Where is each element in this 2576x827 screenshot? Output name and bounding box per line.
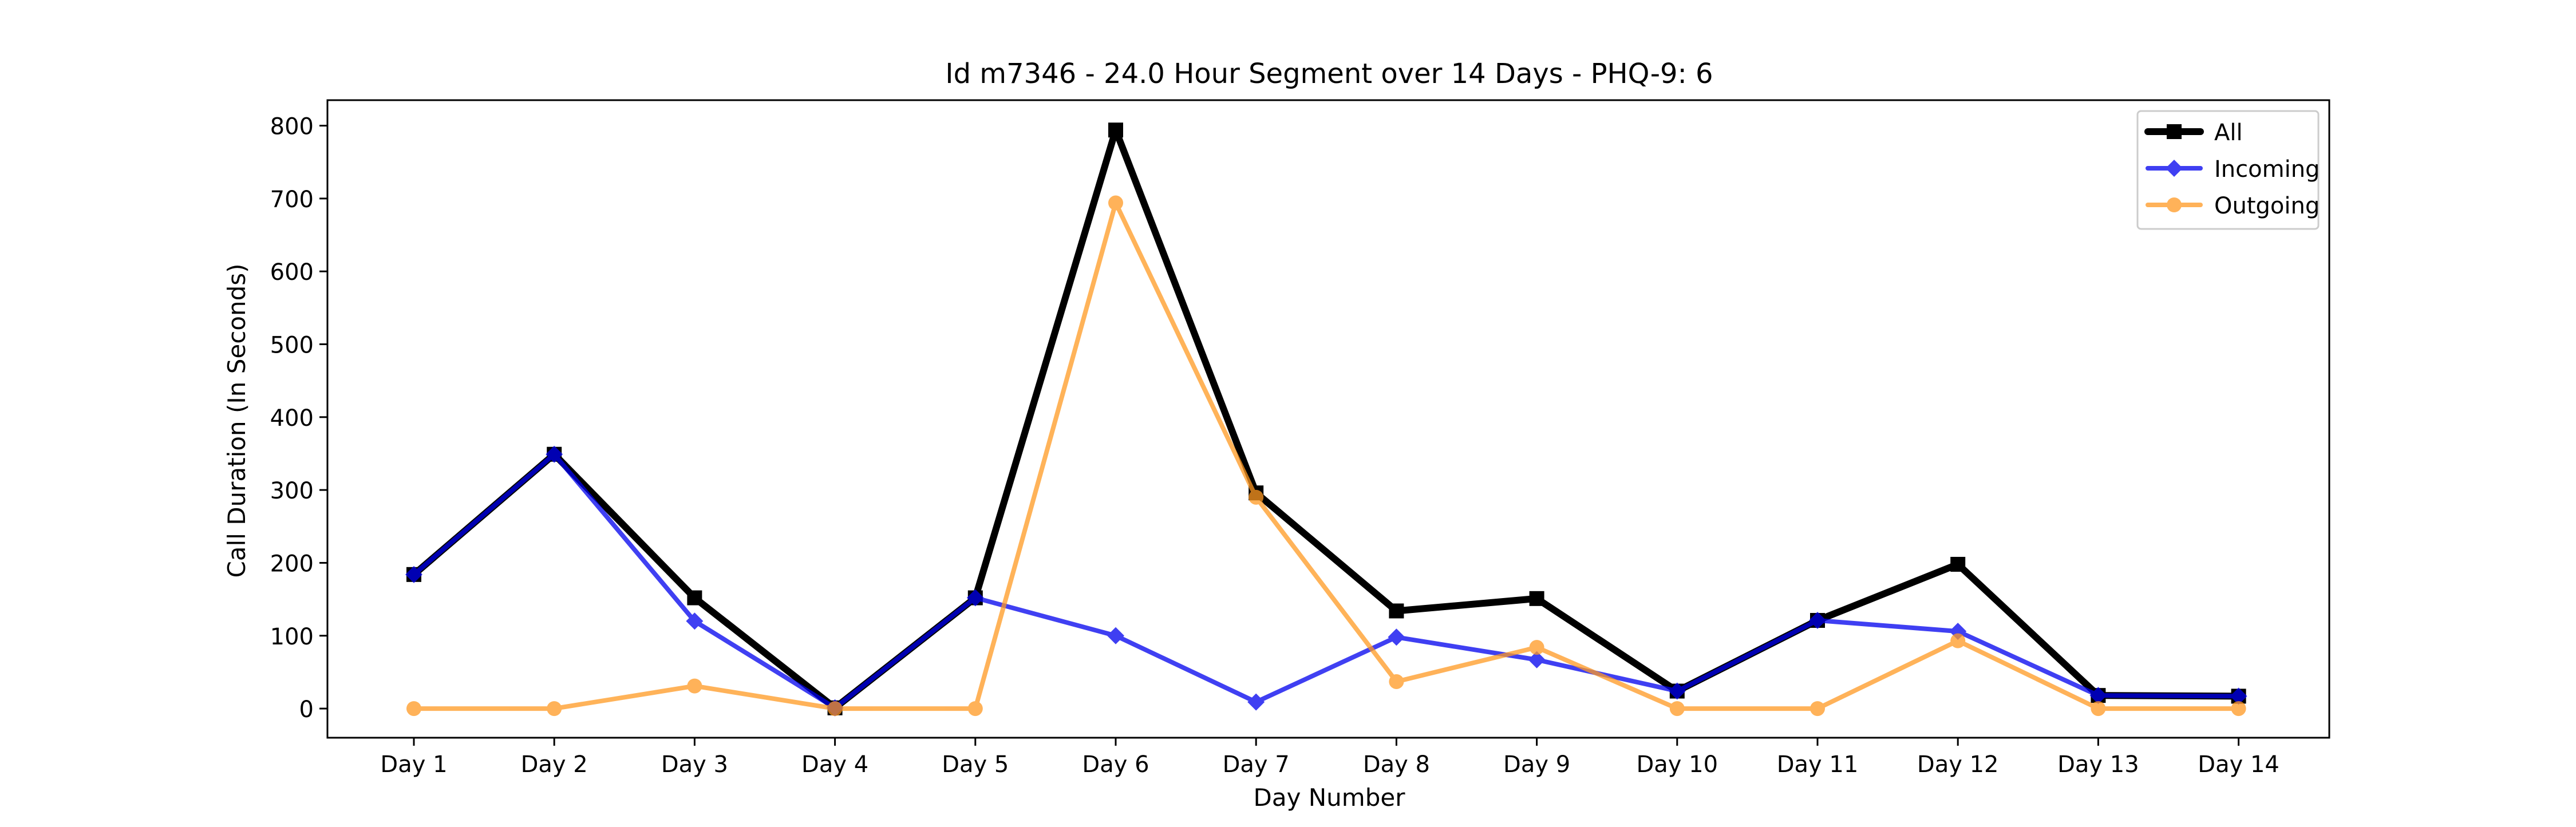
data-point-outgoing xyxy=(1249,489,1264,505)
x-tick-label: Day 9 xyxy=(1503,751,1570,778)
series-line-incoming xyxy=(412,452,2241,710)
x-tick-label: Day 3 xyxy=(661,751,728,778)
data-point-outgoing xyxy=(687,678,702,694)
data-point-outgoing xyxy=(2091,701,2106,717)
y-tick-label: 700 xyxy=(270,187,314,213)
data-point-incoming xyxy=(405,565,422,583)
y-tick-label: 500 xyxy=(270,333,314,359)
y-tick-label: 800 xyxy=(270,114,314,140)
legend-entry-all xyxy=(2144,124,2204,139)
legend-entry-incoming xyxy=(2146,160,2203,177)
x-tick-label: Day 4 xyxy=(801,751,868,778)
data-point-incoming xyxy=(1528,651,1546,668)
plot-frame xyxy=(326,99,2330,739)
data-point-outgoing xyxy=(1108,195,1123,211)
x-tick-label: Day 10 xyxy=(1636,751,1718,778)
plot-layer: 0 100 200 300 400 500 600 700 800 Day 1 Day 2 Day 3… xyxy=(270,99,2330,778)
chart-title: Id m7346 - 24.0 Hour Segment over 14 Day… xyxy=(945,58,1713,90)
legend-label: Outgoing xyxy=(2214,193,2320,219)
data-point-incoming xyxy=(546,445,563,463)
data-point-outgoing xyxy=(1950,633,1966,648)
y-tick-label: 600 xyxy=(270,259,314,286)
x-tick-label: Day 8 xyxy=(1363,751,1430,778)
legend-entry-outgoing xyxy=(2146,197,2203,212)
series-outgoing xyxy=(406,195,2246,717)
data-point-incoming xyxy=(2230,687,2247,705)
series-line-all xyxy=(410,126,2242,711)
y-tick-label: 200 xyxy=(270,551,314,577)
data-point-outgoing xyxy=(1389,674,1404,689)
x-tick-label: Day 6 xyxy=(1082,751,1149,778)
data-point-outgoing xyxy=(547,701,562,717)
x-tick-label: Day 7 xyxy=(1223,751,1290,778)
legend-marker xyxy=(2167,197,2182,212)
legend-label: Incoming xyxy=(2214,156,2320,183)
data-point-outgoing xyxy=(1669,701,1685,717)
x-tick-label: Day 14 xyxy=(2198,751,2279,778)
data-point-outgoing xyxy=(827,701,843,717)
x-tick-label: Day 5 xyxy=(942,751,1009,778)
legend-marker xyxy=(2166,160,2183,177)
data-point-incoming xyxy=(966,589,984,607)
y-tick-label: 0 xyxy=(299,697,314,723)
x-tick-label: Day 11 xyxy=(1777,751,1859,778)
x-tick-label: Day 12 xyxy=(1917,751,1999,778)
data-point-outgoing xyxy=(1810,701,1825,717)
x-tick-label: Day 1 xyxy=(380,751,447,778)
x-tick-label: Day 13 xyxy=(2057,751,2139,778)
data-point-incoming xyxy=(1809,612,1826,630)
series-incoming xyxy=(405,445,2247,717)
data-point-incoming xyxy=(2089,687,2107,705)
data-point-outgoing xyxy=(1529,640,1544,655)
legend-marker xyxy=(2167,124,2182,139)
x-axis-label: Day Number xyxy=(1253,784,1405,812)
y-tick-label: 100 xyxy=(270,624,314,650)
legend-label: All xyxy=(2214,120,2243,146)
data-point-incoming xyxy=(686,612,704,630)
data-point-incoming xyxy=(1247,693,1265,711)
data-point-outgoing xyxy=(406,701,421,717)
data-point-incoming xyxy=(1107,627,1124,644)
y-tick-label: 300 xyxy=(270,478,314,504)
data-point-outgoing xyxy=(2231,701,2246,717)
data-point-all xyxy=(1950,556,1966,572)
data-point-incoming xyxy=(1668,682,1686,700)
data-point-incoming xyxy=(1388,628,1405,646)
data-point-all xyxy=(1389,603,1404,619)
legend-box xyxy=(2136,110,2320,230)
y-axis-label: Call Duration (In Seconds) xyxy=(223,263,251,577)
data-point-all xyxy=(687,590,702,606)
data-point-all xyxy=(1108,122,1123,138)
data-point-all xyxy=(1529,591,1544,606)
data-point-outgoing xyxy=(967,701,983,717)
series-line-outgoing xyxy=(412,200,2241,711)
y-tick-label: 400 xyxy=(270,405,314,432)
x-tick-label: Day 2 xyxy=(521,751,588,778)
